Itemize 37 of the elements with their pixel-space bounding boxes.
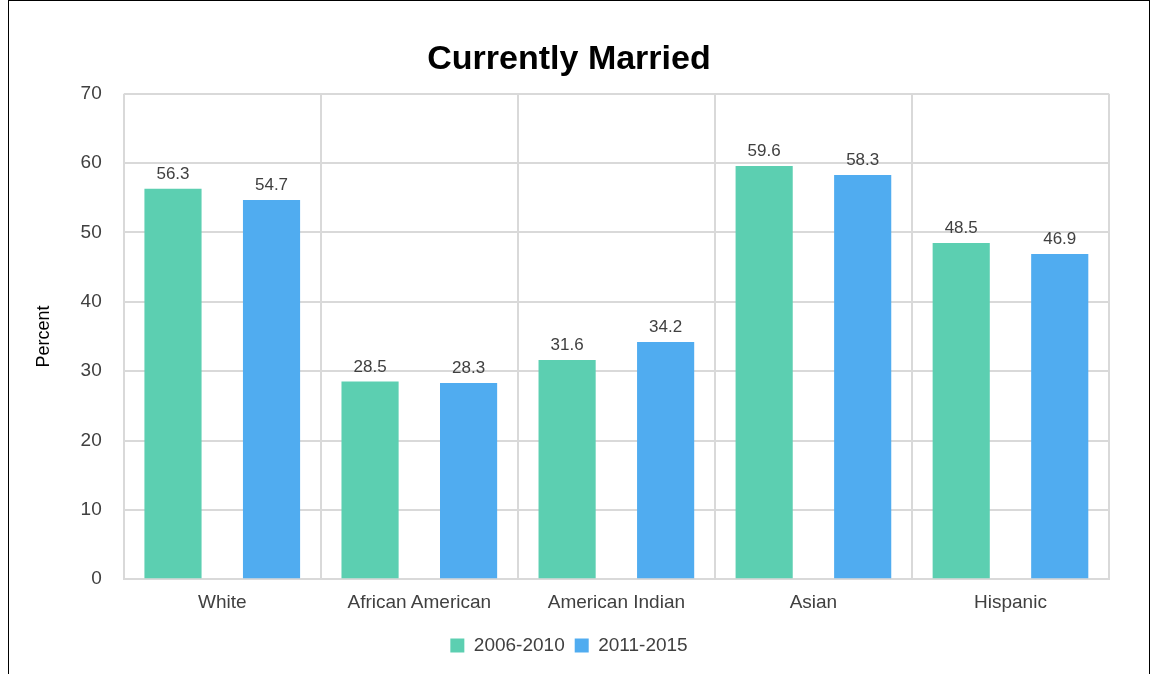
y-tick-label: 0 bbox=[91, 567, 102, 589]
data-label: 28.5 bbox=[353, 356, 387, 376]
bar bbox=[144, 188, 202, 579]
data-label: 54.7 bbox=[254, 175, 289, 195]
chart-title: Currently Married bbox=[427, 37, 711, 76]
x-tick-label: Hispanic bbox=[974, 590, 1047, 612]
y-tick-label: 60 bbox=[80, 151, 102, 173]
bar bbox=[637, 342, 695, 579]
bar bbox=[1031, 253, 1089, 579]
x-tick-label: White bbox=[197, 590, 247, 612]
bar bbox=[735, 165, 793, 579]
y-tick-label: 50 bbox=[80, 220, 102, 242]
data-label: 28.3 bbox=[452, 358, 486, 378]
bar bbox=[834, 174, 892, 579]
y-tick-label: 30 bbox=[80, 359, 102, 381]
y-axis-title: Percent bbox=[32, 305, 53, 368]
x-tick-label: American Indian bbox=[547, 590, 686, 612]
y-tick-label: 10 bbox=[80, 498, 102, 520]
bar bbox=[932, 242, 990, 579]
data-label: 56.3 bbox=[156, 163, 190, 183]
bar bbox=[341, 381, 399, 579]
legend-label: 2011-2015 bbox=[598, 633, 688, 655]
data-label: 34.2 bbox=[649, 317, 683, 337]
data-label: 31.6 bbox=[550, 335, 584, 355]
y-tick-label: 40 bbox=[80, 290, 102, 312]
data-label: 48.5 bbox=[944, 218, 978, 238]
y-tick-label: 20 bbox=[80, 428, 102, 450]
x-tick-label: African American bbox=[347, 590, 492, 612]
y-tick-label: 70 bbox=[80, 82, 102, 104]
bar bbox=[440, 382, 498, 579]
data-label: 58.3 bbox=[846, 150, 880, 170]
x-tick-label: Asian bbox=[789, 590, 838, 612]
data-label: 46.9 bbox=[1043, 229, 1077, 249]
bar bbox=[242, 199, 301, 579]
data-label: 59.6 bbox=[747, 141, 781, 161]
legend-label: 2006-2010 bbox=[473, 633, 565, 655]
bar bbox=[538, 360, 596, 579]
